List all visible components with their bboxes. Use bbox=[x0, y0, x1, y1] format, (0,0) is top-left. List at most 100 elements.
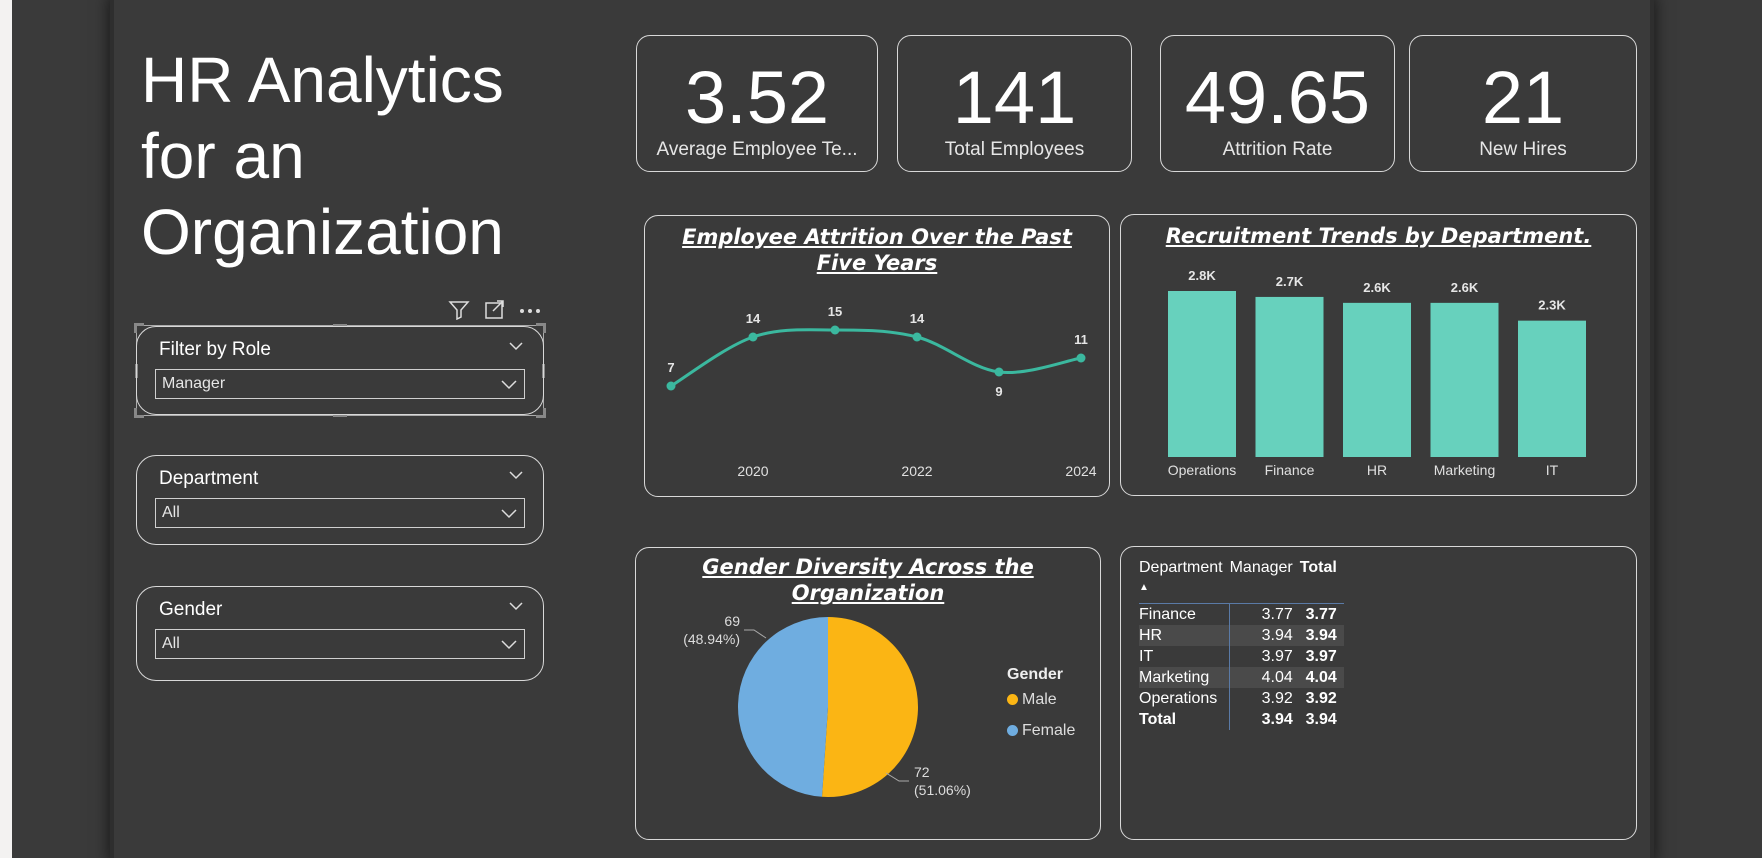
attrition-point[interactable] bbox=[666, 381, 676, 391]
attrition-line-chart-card[interactable]: Employee Attrition Over the Past Five Ye… bbox=[644, 215, 1110, 497]
role-dropdown[interactable]: Manager bbox=[155, 369, 525, 399]
column-header-department[interactable]: Department ▲ bbox=[1139, 559, 1223, 593]
department-matrix: Department ▲ Manager Total Finance 3.77 3.7… bbox=[1139, 559, 1344, 730]
bar-operations[interactable] bbox=[1168, 291, 1236, 457]
bar-finance[interactable] bbox=[1255, 296, 1324, 457]
slicer-gender[interactable]: Gender All bbox=[136, 586, 544, 681]
resize-handle[interactable] bbox=[134, 323, 144, 326]
cell-department: Total bbox=[1139, 710, 1177, 728]
legend-item-female[interactable]: Female bbox=[1007, 722, 1075, 740]
attrition-point[interactable] bbox=[1076, 353, 1086, 363]
legend-label: Male bbox=[1022, 691, 1057, 708]
gender-pie-chart: 72 (51.06%) 69 (48.94%) bbox=[683, 613, 971, 798]
table-row[interactable]: HR 3.94 3.94 bbox=[1139, 625, 1344, 646]
cell-manager: 3.94 bbox=[1229, 625, 1300, 646]
pie-slice-female[interactable] bbox=[737, 617, 828, 797]
slicer-department[interactable]: Department All bbox=[136, 455, 544, 545]
chevron-down-icon[interactable] bbox=[505, 335, 527, 357]
bar-it[interactable] bbox=[1518, 320, 1586, 457]
report-title-line: HR Analytics bbox=[141, 44, 504, 116]
resize-handle[interactable] bbox=[536, 323, 546, 326]
kpi-value: 49.65 bbox=[1184, 56, 1371, 139]
chart-title: Recruitment Trends by Department. bbox=[1165, 224, 1592, 248]
attrition-data-label: 9 bbox=[995, 384, 1002, 399]
category-label: Marketing bbox=[1434, 462, 1495, 478]
legend-title: Gender bbox=[1007, 666, 1064, 683]
chevron-down-icon bbox=[501, 640, 517, 650]
slicer-title: Department bbox=[159, 468, 259, 489]
resize-handle[interactable] bbox=[543, 408, 546, 418]
kpi-card-new-hires[interactable]: 21 New Hires bbox=[1409, 35, 1637, 172]
cell-department: Operations bbox=[1139, 689, 1218, 707]
cell-total: 3.94 bbox=[1299, 625, 1344, 646]
bar-data-label: 2.7K bbox=[1276, 274, 1304, 289]
chevron-down-icon[interactable] bbox=[505, 595, 527, 617]
x-tick-label: 2024 bbox=[1065, 463, 1096, 479]
kpi-card-total-employees[interactable]: 141 Total Employees bbox=[897, 35, 1132, 172]
gender-dropdown[interactable]: All bbox=[155, 629, 525, 659]
resize-handle[interactable] bbox=[536, 415, 546, 418]
kpi-label: Average Employee Te... bbox=[656, 139, 858, 160]
x-tick-label: 2022 bbox=[901, 463, 932, 479]
bar-data-label: 2.6K bbox=[1363, 280, 1391, 295]
attrition-data-label: 14 bbox=[746, 311, 761, 326]
chevron-down-icon[interactable] bbox=[505, 464, 527, 486]
more-options-icon[interactable] bbox=[518, 300, 542, 320]
total-row[interactable]: Total 3.94 3.94 bbox=[1139, 709, 1344, 730]
department-dropdown[interactable]: All bbox=[155, 498, 525, 528]
cell-total: 3.94 bbox=[1305, 710, 1337, 728]
recruitment-bar-chart-card[interactable]: Recruitment Trends by Department. 2.8K Op… bbox=[1120, 214, 1637, 496]
sort-ascending-icon[interactable]: ▲ bbox=[1139, 582, 1149, 593]
focus-mode-icon[interactable] bbox=[484, 300, 506, 320]
cell-manager: 3.77 bbox=[1229, 603, 1300, 625]
legend-swatch bbox=[1007, 725, 1018, 736]
cell-manager: 3.97 bbox=[1229, 646, 1300, 667]
cell-total: 4.04 bbox=[1299, 667, 1344, 688]
resize-handle[interactable] bbox=[333, 414, 347, 417]
attrition-point[interactable] bbox=[748, 332, 758, 342]
bar-marketing[interactable] bbox=[1430, 302, 1499, 457]
page-edge-right bbox=[1650, 0, 1654, 858]
resize-handle[interactable] bbox=[134, 415, 144, 418]
column-header-manager[interactable]: Manager bbox=[1229, 559, 1293, 576]
kpi-value: 21 bbox=[1481, 56, 1565, 139]
pie-label-value: 69 bbox=[724, 613, 740, 629]
resize-handle[interactable] bbox=[543, 323, 546, 333]
kpi-card-avg-tenure[interactable]: 3.52 Average Employee Te... bbox=[636, 35, 878, 172]
resize-handle[interactable] bbox=[134, 408, 137, 418]
attrition-data-label: 7 bbox=[667, 360, 674, 375]
cell-manager: 3.94 bbox=[1229, 709, 1300, 730]
table-row[interactable]: Marketing 4.04 4.04 bbox=[1139, 667, 1344, 688]
attrition-line-chart: 7 14 15 14 9 11 2020 2022 2024 bbox=[666, 304, 1097, 479]
gender-pie-chart-card[interactable]: Gender Diversity Across the Organization… bbox=[635, 547, 1101, 840]
cell-department: HR bbox=[1139, 625, 1230, 646]
cell-department: Marketing bbox=[1139, 667, 1230, 688]
slicer-role[interactable]: Filter by Role Manager bbox=[136, 326, 544, 415]
cell-total: 3.97 bbox=[1305, 647, 1337, 665]
filter-icon[interactable] bbox=[448, 300, 470, 320]
attrition-point[interactable] bbox=[994, 367, 1004, 377]
table-row[interactable]: IT 3.97 3.97 bbox=[1139, 646, 1344, 667]
department-matrix-card[interactable]: Department ▲ Manager Total Finance 3.77 3.7… bbox=[1120, 546, 1637, 840]
legend-item-male[interactable]: Male bbox=[1007, 691, 1057, 709]
resize-handle[interactable] bbox=[134, 323, 137, 333]
kpi-card-attrition-rate[interactable]: 49.65 Attrition Rate bbox=[1160, 35, 1395, 172]
kpi-label: Attrition Rate bbox=[1222, 139, 1333, 160]
column-header-total[interactable]: Total bbox=[1299, 559, 1337, 576]
table-row[interactable]: Finance 3.77 3.77 bbox=[1139, 603, 1344, 625]
attrition-point[interactable] bbox=[830, 325, 840, 335]
bar-data-label: 2.3K bbox=[1538, 298, 1566, 313]
pie-label-value: 72 bbox=[914, 764, 930, 780]
kpi-value: 3.52 bbox=[684, 56, 830, 139]
pie-label-percent: (51.06%) bbox=[914, 782, 971, 798]
category-label: HR bbox=[1367, 462, 1387, 478]
kpi-label: Total Employees bbox=[944, 139, 1085, 160]
attrition-point[interactable] bbox=[912, 332, 922, 342]
category-label: Operations bbox=[1168, 462, 1236, 478]
chart-title: Gender Diversity Across the Organization bbox=[702, 555, 1034, 605]
kpi-value: 141 bbox=[952, 56, 1077, 139]
resize-handle[interactable] bbox=[333, 324, 347, 327]
pie-slice-male[interactable] bbox=[821, 617, 918, 797]
bar-hr[interactable] bbox=[1343, 302, 1411, 457]
table-row[interactable]: Operations 3.92 3.92 bbox=[1139, 688, 1344, 709]
